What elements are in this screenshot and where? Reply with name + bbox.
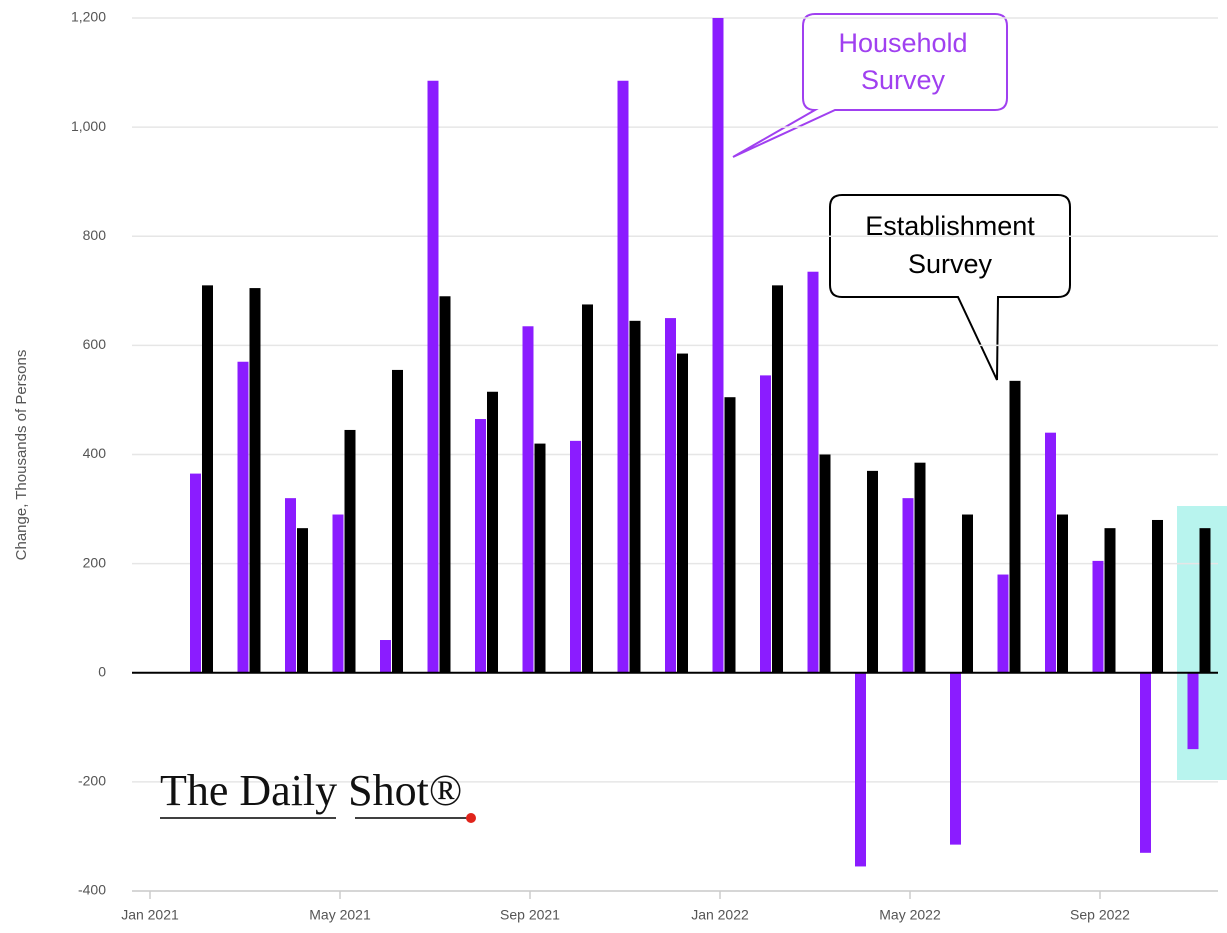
bar — [617, 80, 629, 673]
bar — [760, 375, 771, 673]
bar — [1045, 432, 1056, 673]
bar — [1104, 528, 1116, 673]
x-tick-label: Sep 2021 — [500, 907, 560, 923]
bar — [190, 473, 201, 673]
establishment-callout — [829, 194, 1071, 381]
bar — [724, 397, 736, 673]
bar — [332, 514, 344, 673]
y-tick-label: 0 — [98, 663, 106, 679]
bar — [392, 369, 403, 673]
y-axis-label: Change, Thousands of Persons — [13, 350, 30, 561]
bar — [772, 285, 783, 673]
bar — [997, 574, 1009, 673]
bar — [902, 498, 914, 673]
bar — [522, 326, 534, 673]
y-tick-label: -400 — [78, 882, 106, 898]
annotation: Survey — [908, 249, 993, 279]
watermark: The Daily Shot® — [160, 766, 462, 815]
bar — [1057, 514, 1068, 673]
bar — [914, 462, 926, 673]
annotation: Household — [838, 28, 967, 58]
bar — [582, 304, 593, 673]
bar — [439, 296, 451, 673]
watermark-dot — [466, 813, 476, 823]
bar — [1092, 560, 1104, 673]
y-tick-label: 400 — [83, 445, 107, 461]
bar — [1152, 519, 1163, 673]
bar — [570, 440, 581, 673]
bar — [285, 498, 296, 673]
bar — [855, 672, 866, 867]
y-tick-label: 600 — [83, 336, 107, 352]
y-tick-label: 200 — [83, 554, 107, 570]
bar — [1187, 672, 1199, 750]
x-tick-label: Jan 2022 — [691, 907, 749, 923]
bar — [1199, 528, 1211, 673]
x-tick-label: May 2021 — [309, 907, 371, 923]
y-tick-label: 800 — [83, 227, 107, 243]
bar — [427, 80, 439, 673]
bar — [629, 320, 641, 673]
watermark-group: The Daily Shot® — [160, 766, 476, 823]
bar — [867, 470, 878, 673]
bar — [1009, 380, 1021, 673]
bar — [712, 18, 724, 673]
y-tick-label: 1,200 — [71, 9, 106, 25]
x-tick-label: Jan 2021 — [121, 907, 179, 923]
bar — [237, 361, 249, 673]
bar — [807, 271, 819, 673]
bar — [677, 353, 688, 673]
x-tick-label: May 2022 — [879, 907, 941, 923]
bar — [534, 443, 546, 673]
bar — [962, 514, 973, 673]
bar — [380, 640, 391, 673]
bar — [344, 429, 356, 673]
bar — [297, 528, 308, 673]
bar — [819, 454, 831, 673]
bar — [1140, 672, 1151, 853]
bar — [950, 672, 961, 845]
x-tick-label: Sep 2022 — [1070, 907, 1130, 923]
bar — [249, 288, 261, 673]
annotation: Establishment — [865, 211, 1035, 241]
bar — [665, 318, 676, 673]
y-tick-label: 1,000 — [71, 118, 106, 134]
bar — [202, 285, 213, 673]
bar — [487, 391, 498, 673]
annotation: Survey — [861, 65, 946, 95]
household-callout — [732, 13, 1008, 158]
y-tick-label: -200 — [78, 773, 106, 789]
bar — [475, 419, 486, 673]
